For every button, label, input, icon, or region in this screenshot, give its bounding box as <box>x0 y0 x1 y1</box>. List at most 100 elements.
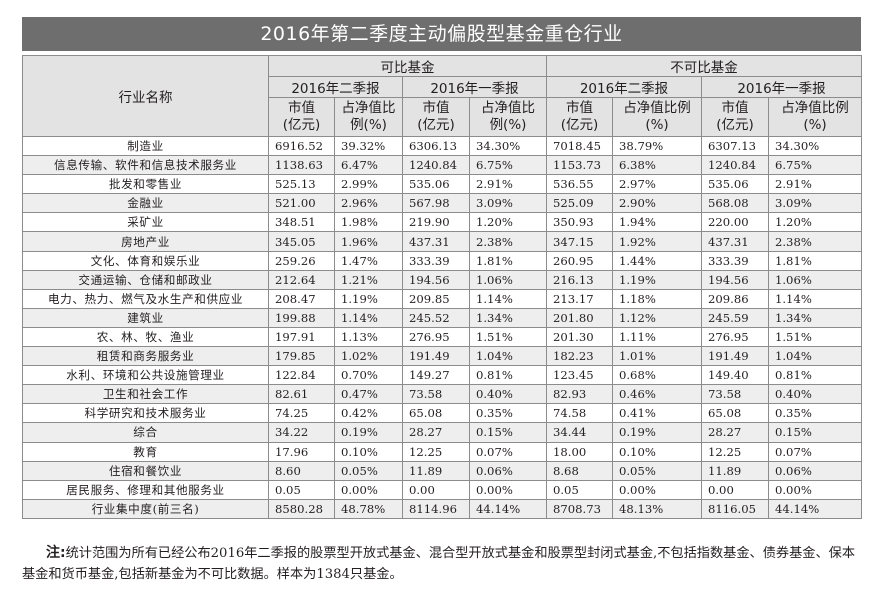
table-row: 居民服务、修理和其他服务业 0.05 0.00% 0.00 0.00% 0.05 0.00%… <box>22 479 862 500</box>
header-market-value: 市值 (亿元) <box>701 97 769 137</box>
industry-name-cell: 房地产业 <box>22 231 269 252</box>
value-cell: 1.20% <box>768 212 862 233</box>
value-cell: 82.93 <box>546 384 613 405</box>
industry-name-cell: 批发和零售业 <box>22 174 269 195</box>
value-cell: 0.00% <box>768 479 862 500</box>
value-cell: 6307.13 <box>701 135 769 157</box>
header-comparable-q2: 2016年二季报 <box>268 76 403 98</box>
header-noncomparable-q1: 2016年一季报 <box>701 76 862 98</box>
value-cell: 65.08 <box>402 403 470 424</box>
value-cell: 34.22 <box>268 422 335 443</box>
header-market-value: 市值 (亿元) <box>546 97 613 137</box>
value-cell: 0.07% <box>768 441 862 462</box>
value-cell: 44.14% <box>469 498 547 519</box>
value-cell: 2.38% <box>768 231 862 252</box>
table-row: 金融业 521.00 2.96% 567.98 3.09% 525.09 2.90% 568.… <box>22 193 862 214</box>
value-cell: 6.75% <box>469 155 547 176</box>
value-cell: 0.81% <box>768 365 862 386</box>
value-cell: 437.31 <box>402 231 470 252</box>
value-cell: 209.85 <box>402 288 470 309</box>
value-cell: 535.06 <box>402 174 470 195</box>
value-cell: 34.30% <box>768 135 862 157</box>
value-cell: 0.35% <box>768 403 862 424</box>
value-cell: 1.81% <box>469 250 547 271</box>
industry-name-cell: 建筑业 <box>22 307 269 328</box>
value-cell: 1.51% <box>469 326 547 348</box>
table-row: 文化、体育和娱乐业 259.26 1.47% 333.39 1.81% 260.95 1.4… <box>22 250 862 271</box>
table-row: 水利、环境和公共设施管理业 122.84 0.70% 149.27 0.81% 123.4… <box>22 365 862 386</box>
value-cell: 0.00 <box>701 479 769 500</box>
industry-name-cell: 采矿业 <box>22 212 269 233</box>
value-cell: 3.09% <box>768 193 862 214</box>
value-cell: 8.68 <box>546 460 613 481</box>
table-row: 教育 17.96 0.10% 12.25 0.07% 18.00 0.10% 12.25 0.0… <box>22 441 862 462</box>
table-row: 卫生和社会工作 82.61 0.47% 73.58 0.40% 82.93 0.46% 73.… <box>22 384 862 405</box>
value-cell: 1.12% <box>612 307 702 328</box>
value-cell: 48.13% <box>612 498 702 519</box>
table-row: 制造业 6916.52 39.32% 6306.13 34.30% 7018.45 38.7… <box>22 135 862 157</box>
value-cell: 199.88 <box>268 307 335 328</box>
value-cell: 0.00% <box>334 479 403 500</box>
value-cell: 276.95 <box>701 326 769 348</box>
value-cell: 0.40% <box>768 384 862 405</box>
value-cell: 34.44 <box>546 422 613 443</box>
value-cell: 0.05 <box>546 479 613 500</box>
value-cell: 0.70% <box>334 365 403 386</box>
footnote-label: 注: <box>46 545 66 561</box>
value-cell: 2.38% <box>469 231 547 252</box>
header-market-value: 市值 (亿元) <box>268 97 335 137</box>
value-cell: 39.32% <box>334 135 403 157</box>
value-cell: 12.25 <box>402 441 470 462</box>
value-cell: 0.15% <box>768 422 862 443</box>
value-cell: 219.90 <box>402 212 470 233</box>
holdings-table: 行业名称 可比基金 不可比基金 2016年二季报 2016年一季报 2016年二… <box>22 55 862 519</box>
value-cell: 8116.05 <box>701 498 769 519</box>
header-market-value: 市值 (亿元) <box>402 97 470 137</box>
table-row: 科学研究和技术服务业 74.25 0.42% 65.08 0.35% 74.58 0.41%… <box>22 403 862 424</box>
value-cell: 0.10% <box>612 441 702 462</box>
value-cell: 191.49 <box>701 346 769 367</box>
value-cell: 179.85 <box>268 346 335 367</box>
table-row: 农、林、牧、渔业 197.91 1.13% 276.95 1.51% 201.30 1.11… <box>22 326 862 348</box>
industry-name-cell: 农、林、牧、渔业 <box>22 326 269 348</box>
footnote-text: 统计范围为所有已经公布2016年二季报的股票型开放式基金、混合型开放式基金和股票… <box>22 546 856 582</box>
value-cell: 1138.63 <box>268 155 335 176</box>
value-cell: 1.47% <box>334 250 403 271</box>
value-cell: 0.05% <box>334 460 403 481</box>
value-cell: 17.96 <box>268 441 335 462</box>
value-cell: 350.93 <box>546 212 613 233</box>
industry-name-cell: 居民服务、修理和其他服务业 <box>22 479 269 500</box>
header-net-value-pct: 占净值比例(%) <box>768 97 862 137</box>
value-cell: 0.15% <box>469 422 547 443</box>
value-cell: 28.27 <box>701 422 769 443</box>
value-cell: 0.00 <box>402 479 470 500</box>
value-cell: 567.98 <box>402 193 470 214</box>
value-cell: 1.14% <box>469 288 547 309</box>
value-cell: 0.42% <box>334 403 403 424</box>
industry-name-cell: 科学研究和技术服务业 <box>22 403 269 424</box>
value-cell: 348.51 <box>268 212 335 233</box>
value-cell: 194.56 <box>402 269 470 290</box>
value-cell: 3.09% <box>469 193 547 214</box>
value-cell: 216.13 <box>546 269 613 290</box>
value-cell: 1.14% <box>334 307 403 328</box>
value-cell: 1.11% <box>612 326 702 348</box>
value-cell: 197.91 <box>268 326 335 348</box>
value-cell: 212.64 <box>268 269 335 290</box>
value-cell: 6.47% <box>334 155 403 176</box>
industry-name-cell: 交通运输、仓储和邮政业 <box>22 269 269 290</box>
table-row: 住宿和餐饮业 8.60 0.05% 11.89 0.06% 8.68 0.05% 11.89 0… <box>22 460 862 481</box>
industry-name-cell: 住宿和餐饮业 <box>22 460 269 481</box>
value-cell: 0.06% <box>469 460 547 481</box>
header-industry: 行业名称 <box>22 55 269 137</box>
value-cell: 220.00 <box>701 212 769 233</box>
value-cell: 0.00% <box>469 479 547 500</box>
value-cell: 11.89 <box>402 460 470 481</box>
table-row: 交通运输、仓储和邮政业 212.64 1.21% 194.56 1.06% 216.13 1… <box>22 269 862 290</box>
value-cell: 0.19% <box>334 422 403 443</box>
value-cell: 521.00 <box>268 193 335 214</box>
value-cell: 0.47% <box>334 384 403 405</box>
industry-name-cell: 水利、环境和公共设施管理业 <box>22 365 269 386</box>
value-cell: 1.18% <box>612 288 702 309</box>
value-cell: 1.06% <box>768 269 862 290</box>
